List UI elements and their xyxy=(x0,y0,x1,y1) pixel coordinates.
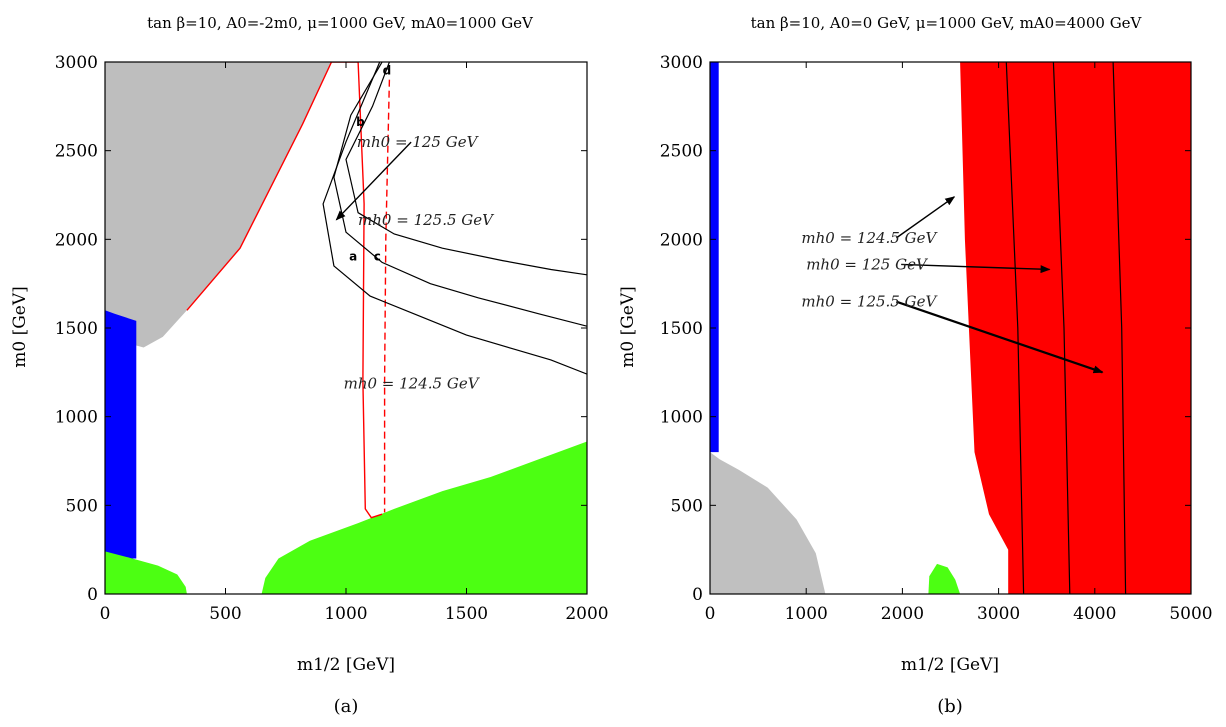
point-label-a: a xyxy=(349,250,357,264)
chart-a-caption: (a) xyxy=(334,696,359,717)
y-tick-label: 2000 xyxy=(55,230,98,250)
annotation-arrow xyxy=(895,196,956,239)
point-label-d: d xyxy=(383,63,392,77)
region-red xyxy=(960,62,1191,594)
y-tick-label: 1500 xyxy=(660,319,703,339)
chart-a-data-layer xyxy=(105,62,587,594)
higgs-mass-label: mh0 = 125 GeV xyxy=(357,133,480,151)
x-tick-label: 4000 xyxy=(1073,604,1116,624)
x-tick-label: 5000 xyxy=(1169,604,1212,624)
higgs-mass-label: mh0 = 125.5 GeV xyxy=(358,211,495,229)
y-tick-label: 0 xyxy=(87,585,98,605)
chart-b-xlabel: m1/2 [GeV] xyxy=(901,655,999,675)
point-label-c: c xyxy=(374,250,381,264)
y-tick-label: 0 xyxy=(692,585,703,605)
y-tick-label: 2000 xyxy=(660,230,703,250)
region-gray xyxy=(710,452,826,594)
region-green-left xyxy=(105,551,187,594)
curve-higgs-124-5 xyxy=(1005,62,1025,594)
chart-a-ylabel: m0 [GeV] xyxy=(10,286,30,368)
x-tick-label: 0 xyxy=(100,604,111,624)
y-tick-label: 500 xyxy=(671,496,703,516)
chart-a-xlabel: m1/2 [GeV] xyxy=(297,655,395,675)
x-tick-label: 500 xyxy=(209,604,241,624)
x-tick-label: 1000 xyxy=(785,604,828,624)
chart-panel-a: tan β=10, A0=-2m0, μ=1000 GeV, mA0=1000 … xyxy=(10,14,609,717)
x-tick-label: 3000 xyxy=(977,604,1020,624)
y-tick-label: 3000 xyxy=(55,53,98,73)
chart-b-data-layer xyxy=(710,62,1191,594)
chart-a-title: tan β=10, A0=-2m0, μ=1000 GeV, mA0=1000 … xyxy=(147,14,534,32)
region-blue xyxy=(105,310,137,559)
higgs-mass-label: mh0 = 124.5 GeV xyxy=(801,229,938,247)
higgs-mass-label: mh0 = 125.5 GeV xyxy=(801,293,938,311)
x-tick-label: 2000 xyxy=(565,604,608,624)
region-green-blob xyxy=(928,563,961,594)
y-tick-label: 3000 xyxy=(660,53,703,73)
region-green-right xyxy=(261,441,587,594)
curve-higgs-125 xyxy=(1052,62,1071,594)
curve-higgs-125-5 xyxy=(1112,62,1127,594)
x-tick-label: 1000 xyxy=(324,604,367,624)
chart-panel-b: tan β=10, A0=0 GeV, μ=1000 GeV, mA0=4000… xyxy=(618,14,1213,717)
curve-higgs-125-5 xyxy=(345,62,587,276)
x-tick-label: 2000 xyxy=(881,604,924,624)
curve-red-solid xyxy=(186,62,383,519)
x-tick-label: 1500 xyxy=(445,604,488,624)
chart-a-plot-area: 0 500 1000 1500 2000 0 500 1000 1500 2000 2500 3000… xyxy=(55,53,609,624)
annotation-arrow xyxy=(901,263,1051,274)
point-label-b: b xyxy=(356,115,365,129)
y-tick-label: 500 xyxy=(66,496,98,516)
annotation-arrow xyxy=(896,300,1104,374)
chart-b-title: tan β=10, A0=0 GeV, μ=1000 GeV, mA0=4000… xyxy=(751,14,1143,32)
chart-b-plot-area: 0 1000 2000 3000 4000 5000 0 500 1000 1500 2000 250… xyxy=(660,53,1213,624)
chart-b-caption: (b) xyxy=(937,696,963,717)
region-blue xyxy=(710,62,719,453)
chart-b-ylabel: m0 [GeV] xyxy=(618,286,638,368)
curve-red-dashed xyxy=(383,79,391,513)
curve-higgs-125 xyxy=(333,62,587,327)
higgs-mass-label: mh0 = 125 GeV xyxy=(806,255,929,273)
annotation-arrow xyxy=(335,141,412,221)
y-tick-label: 2500 xyxy=(55,142,98,162)
y-tick-label: 1500 xyxy=(55,319,98,339)
region-gray xyxy=(105,62,332,348)
y-tick-label: 2500 xyxy=(660,142,703,162)
y-tick-label: 1000 xyxy=(660,408,703,428)
y-tick-label: 1000 xyxy=(55,408,98,428)
higgs-mass-label: mh0 = 124.5 GeV xyxy=(344,374,481,392)
x-tick-label: 0 xyxy=(705,604,716,624)
